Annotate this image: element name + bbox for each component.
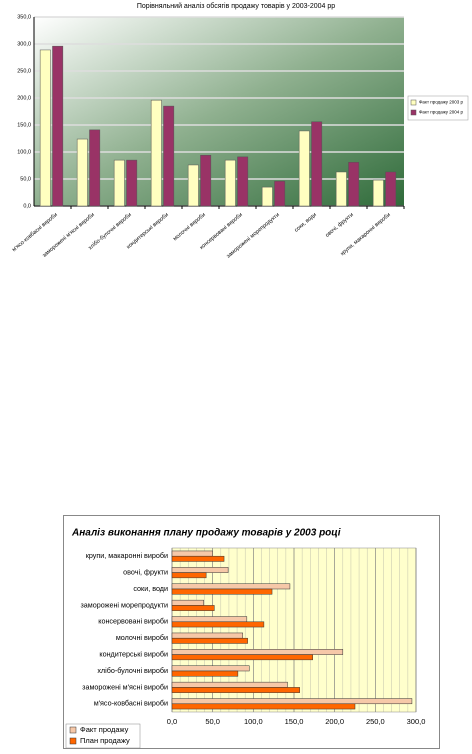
- bar: [171, 654, 313, 661]
- legend-box: [407, 95, 469, 121]
- legend-swatch: [410, 99, 417, 106]
- bar: [171, 687, 300, 693]
- legend-label: Факт продажу: [80, 725, 129, 734]
- bar: [171, 621, 265, 628]
- bar: [171, 616, 248, 623]
- bar: [171, 572, 207, 579]
- bar: [261, 186, 273, 207]
- x-tick-label: 300,0: [407, 717, 426, 726]
- y-tick-label: молочні вироби: [116, 633, 168, 642]
- y-tick-label: 200,0: [17, 95, 31, 101]
- bar: [171, 550, 213, 557]
- bar: [171, 567, 229, 573]
- y-tick-label: консервовані вироби: [98, 617, 168, 626]
- bar: [274, 180, 286, 207]
- bar: [348, 162, 360, 207]
- y-tick-label: 350,0: [17, 14, 31, 20]
- y-tick-label: 300,0: [17, 41, 31, 47]
- y-tick-label: 250,0: [17, 68, 31, 74]
- y-tick-label: м'ясо-ковбасні вироби: [94, 699, 168, 708]
- legend-swatch: [69, 737, 77, 745]
- bar: [171, 588, 273, 595]
- bar: [237, 156, 249, 207]
- bar: [311, 121, 323, 207]
- bar: [385, 171, 397, 207]
- x-tick-label: 150,0: [285, 717, 304, 726]
- x-tick-label: молочні вироби: [172, 212, 206, 242]
- bar: [171, 555, 225, 562]
- bar: [150, 99, 162, 207]
- legend-swatch: [410, 109, 417, 116]
- y-tick-label: 100,0: [17, 149, 31, 155]
- bar: [39, 49, 51, 207]
- bar: [89, 129, 101, 207]
- y-tick-label: 150,0: [17, 122, 31, 128]
- chart-title: Порівняльний аналіз обсягів продажу това…: [137, 2, 335, 10]
- chart-title: Аналіз виконання плану продажу товарів у…: [71, 528, 341, 539]
- y-tick-label: овочі, фрукти: [123, 568, 168, 577]
- bar: [171, 637, 248, 644]
- y-tick-label: 50,0: [20, 176, 31, 182]
- bar: [171, 583, 291, 590]
- y-tick-label: соки, води: [133, 584, 168, 593]
- bar: [171, 599, 204, 606]
- y-tick-label: 0,0: [23, 203, 31, 209]
- y-tick-label: заморожені морепродукти: [81, 600, 169, 609]
- bar: [171, 649, 344, 655]
- bar: [372, 179, 384, 207]
- legend-swatch: [69, 726, 77, 734]
- legend-label: Факт продажу 2003 р: [419, 100, 464, 105]
- bar: [187, 164, 199, 207]
- y-tick-label: кондитерські вироби: [99, 650, 168, 659]
- bar: [76, 138, 88, 207]
- bar: [171, 698, 413, 705]
- bar: [126, 159, 138, 207]
- x-tick-label: 200,0: [325, 717, 344, 726]
- bar: [171, 681, 288, 688]
- y-tick-label: заморожені м'ясні вироби: [82, 682, 168, 691]
- bar: [224, 159, 236, 207]
- bar: [113, 159, 125, 207]
- y-tick-label: крупи, макаронні вироби: [86, 551, 168, 560]
- legend-label: План продажу: [80, 736, 130, 745]
- x-tick-label: 50,0: [205, 717, 220, 726]
- bar: [163, 105, 175, 207]
- x-tick-label: 0,0: [167, 717, 177, 726]
- x-tick-label: 100,0: [244, 717, 263, 726]
- x-tick-label: соки, води: [294, 212, 318, 234]
- bar: [298, 130, 310, 207]
- y-tick-label: хлібо-булочні вироби: [97, 666, 168, 675]
- x-tick-label: кондитерські вироби: [126, 212, 170, 250]
- bar: [52, 45, 64, 207]
- x-tick-label: овочі, фрукти: [325, 212, 355, 239]
- bar: [171, 665, 250, 672]
- bar: [171, 605, 215, 611]
- bar: [171, 632, 244, 639]
- x-tick-label: 250,0: [366, 717, 385, 726]
- bar: [171, 670, 239, 677]
- bar: [335, 171, 347, 207]
- legend-label: Факт продажу 2004 р: [419, 110, 464, 115]
- bar: [171, 703, 356, 710]
- legend-box: [65, 723, 141, 749]
- bar: [200, 154, 212, 207]
